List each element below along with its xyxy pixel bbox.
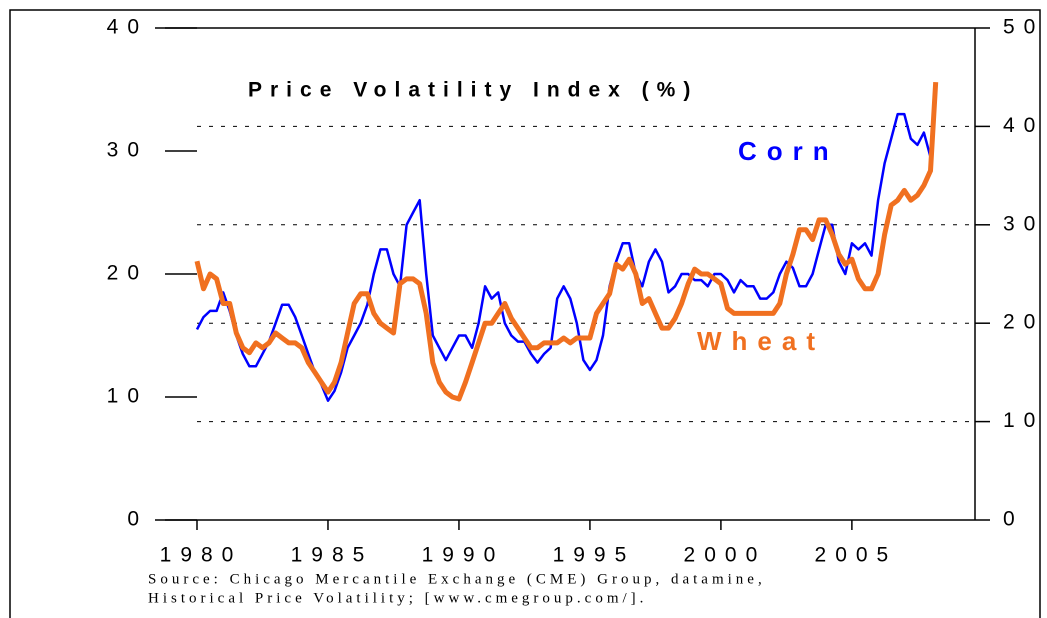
- y-tick-label: 40: [107, 16, 148, 39]
- source-line: Historical Price Volatility; [www.cmegro…: [148, 590, 647, 606]
- x-tick-label: 1980: [160, 544, 243, 567]
- y2-tick-label: 0: [1003, 508, 1024, 531]
- y-tick-label: 0: [127, 508, 148, 531]
- legend-label: Wheat: [697, 326, 825, 356]
- chart-title: Price Volatility Index (%): [248, 79, 698, 102]
- y2-tick-label: 40: [1003, 114, 1044, 137]
- y2-tick-label: 20: [1003, 311, 1044, 334]
- y-tick-label: 10: [107, 385, 148, 408]
- y-tick-label: 30: [107, 139, 148, 162]
- x-tick-label: 2005: [815, 544, 898, 567]
- y2-tick-label: 30: [1003, 212, 1044, 235]
- x-tick-label: 1985: [291, 544, 374, 567]
- y-tick-label: 20: [107, 262, 148, 285]
- legend-label: Corn: [738, 136, 839, 166]
- x-tick-label: 2000: [684, 544, 767, 567]
- frame: [9, 9, 1041, 618]
- x-tick-label: 1990: [422, 544, 505, 567]
- series-line: [194, 81, 939, 402]
- source-line: Source: Chicago Mercantile Exchange (CME…: [148, 571, 766, 587]
- x-tick-label: 1995: [553, 544, 636, 567]
- y2-tick-label: 50: [1003, 16, 1044, 39]
- y2-tick-label: 10: [1003, 409, 1044, 432]
